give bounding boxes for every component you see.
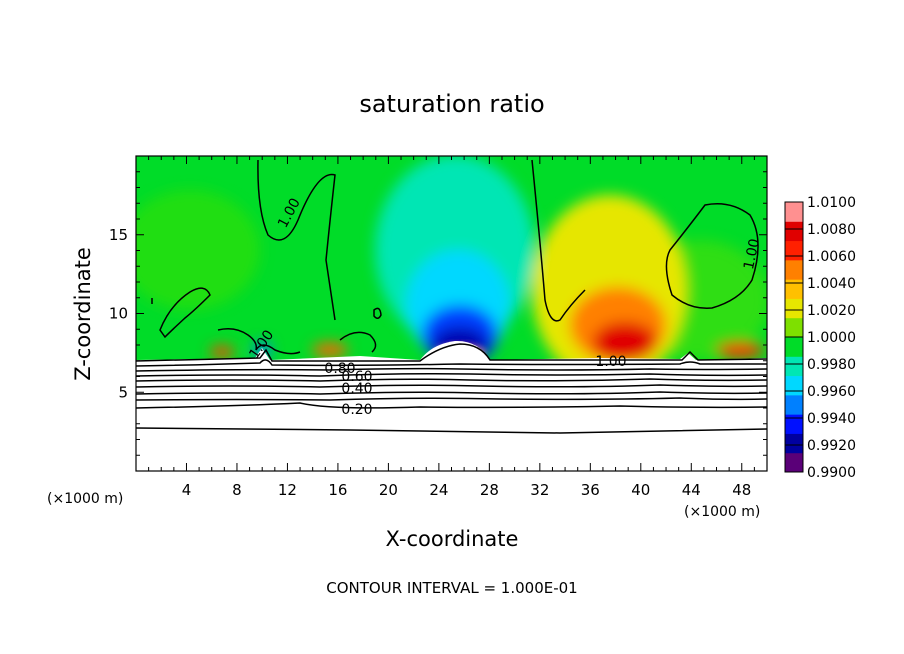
- contour-line-1.00-surface: [136, 343, 767, 362]
- contour-line-1.00-small-mid: [373, 307, 382, 319]
- contour-line-1.00-left-loop: [159, 287, 211, 339]
- colorbar-swatch: [785, 202, 803, 222]
- contour-line-0.70: [136, 373, 767, 377]
- contour-line-0.10: [136, 427, 767, 434]
- colorbar-tick-label: 0.9920: [807, 438, 856, 454]
- contour-line-0.50: [136, 384, 767, 388]
- colorbar-swatch: [785, 394, 803, 415]
- contour-line-1.00-top-right: [531, 159, 586, 322]
- x-axis-label: X-coordinate: [386, 527, 519, 551]
- colorbar-tick-label: 0.9940: [807, 411, 856, 427]
- contour-lines: [136, 159, 767, 434]
- field-red-speck-mid: [312, 343, 348, 357]
- colorbar-swatch: [785, 298, 803, 319]
- colorbar-swatch: [785, 414, 803, 434]
- chart-title: saturation ratio: [359, 90, 544, 118]
- colorbar-tick-label: 1.0080: [807, 222, 856, 238]
- contour-line-0.40: [136, 391, 767, 395]
- contour-label-0.20: 0.20: [341, 402, 372, 418]
- y-axis-label: Z-coordinate: [71, 247, 95, 381]
- contour-line-1.00-right-loop: [665, 203, 759, 309]
- colorbar-tick-label: 0.9960: [807, 384, 856, 400]
- x-tick-label: 4: [182, 481, 192, 499]
- colorbar-tick-label: 1.0100: [807, 195, 856, 211]
- contour-label-right: 1.00: [741, 237, 763, 271]
- contour-line-0.60: [136, 378, 767, 382]
- colorbar: 1.0100 1.0080 1.0060 1.0040 1.0020 1.0000 0.99…: [784, 195, 856, 481]
- colorbar-swatch: [785, 375, 803, 396]
- contour-line-1.00-mountain: [339, 331, 377, 353]
- y-axis-ticks: 5 10 15: [109, 171, 767, 456]
- field-red-speck-left: [210, 346, 234, 358]
- y-tick-label: 10: [109, 305, 128, 323]
- saturation-field: [136, 156, 767, 471]
- colorbar-tick-label: 1.0040: [807, 276, 856, 292]
- x-tick-label: 24: [429, 481, 448, 499]
- colorbar-swatch: [785, 240, 803, 261]
- x-axis-ticks: 4 8 12 16 20 24 28 32 36 40 44 48: [148, 156, 755, 499]
- colorbar-tick-label: 1.0020: [807, 303, 856, 319]
- field-white-lower: [136, 348, 767, 471]
- field-red-plume: [593, 322, 657, 362]
- colorbar-swatch: [785, 433, 803, 454]
- field-light-green-left: [136, 190, 260, 310]
- contour-line-0.30: [136, 397, 767, 401]
- contour-line-1.00-lower-left: [217, 328, 301, 355]
- colorbar-swatch: [785, 221, 803, 242]
- contour-label-0.80: 0.80: [324, 361, 355, 377]
- x-tick-label: 32: [530, 481, 549, 499]
- contour-line-0.20: [136, 402, 767, 409]
- colorbar-swatch: [785, 452, 803, 473]
- colorbar-tick-label: 0.9900: [807, 465, 856, 481]
- contour-label-0.40: 0.40: [341, 381, 372, 397]
- contour-interval-note: CONTOUR INTERVAL = 1.000E-01: [326, 579, 577, 597]
- x-tick-label: 48: [732, 481, 751, 499]
- contour-line-1.00-upper-left: [257, 159, 336, 321]
- contour-line-0.80: [136, 367, 767, 372]
- colorbar-tick-label: 1.0000: [807, 330, 856, 346]
- contour-labels: 1.00 1.00 1.00 1.00 0.80 0.60 0.40 0.20: [246, 196, 763, 418]
- x-tick-label: 20: [379, 481, 398, 499]
- colorbar-swatch: [785, 337, 803, 357]
- colorbar-tick-label: 1.0060: [807, 249, 856, 265]
- x-tick-label: 28: [480, 481, 499, 499]
- colorbar-swatch: [785, 279, 803, 299]
- x-tick-label: 8: [232, 481, 242, 499]
- x-unit-right: (×1000 m): [684, 504, 760, 520]
- plot-area: 1.00 1.00 1.00 1.00 0.80 0.60 0.40 0.20: [136, 156, 767, 471]
- x-tick-label: 40: [631, 481, 650, 499]
- field-red-speck-right: [716, 342, 764, 358]
- y-tick-label: 15: [109, 226, 128, 244]
- x-tick-label: 44: [682, 481, 701, 499]
- x-tick-label: 16: [328, 481, 347, 499]
- x-tick-label: 36: [581, 481, 600, 499]
- x-tick-label: 12: [278, 481, 297, 499]
- colorbar-swatch: [785, 259, 803, 280]
- colorbar-swatch: [785, 317, 803, 338]
- contour-label-plume: 1.00: [595, 354, 626, 370]
- colorbar-swatch: [785, 356, 803, 377]
- y-tick-label: 5: [118, 383, 128, 401]
- x-unit-left: (×1000 m): [47, 491, 123, 507]
- contour-label-0.60: 0.60: [341, 369, 372, 385]
- contour-line-0.90: [136, 359, 767, 367]
- colorbar-tick-label: 0.9980: [807, 357, 856, 373]
